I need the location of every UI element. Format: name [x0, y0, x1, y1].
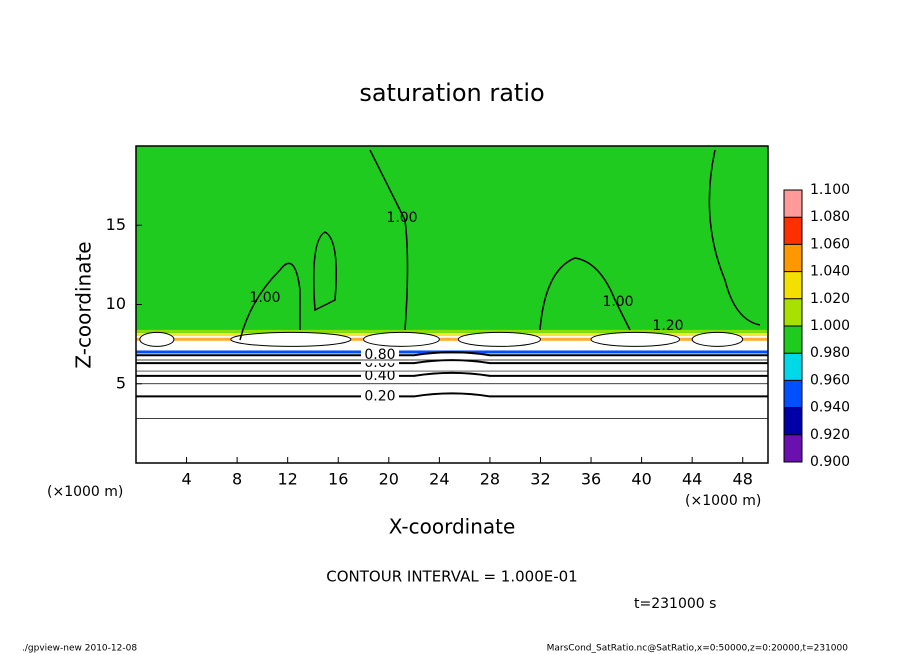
- footer-right: MarsCond_SatRatio.nc@SatRatio,x=0:50000,…: [547, 644, 849, 654]
- contour-label: 0.80: [364, 347, 395, 363]
- label-bg: [360, 367, 399, 384]
- x-tick-label: 4: [181, 470, 191, 489]
- colorbar-box: [784, 217, 802, 245]
- x-tick-label: 44: [682, 470, 702, 489]
- saturated-region: [136, 146, 768, 334]
- colorbar-label: 0.960: [810, 372, 850, 388]
- label-bg: [360, 388, 399, 405]
- colorbar-box: [784, 326, 802, 354]
- time-label: t=231000 s: [634, 596, 716, 612]
- colorbar-label: 1.080: [810, 209, 850, 225]
- cloud: [139, 331, 175, 347]
- colorbar-box: [784, 353, 802, 381]
- colorbar-label: 1.000: [810, 318, 850, 334]
- contour-label: 1.00: [386, 210, 417, 226]
- contour-label: 0.40: [364, 368, 395, 384]
- label-bg: [360, 347, 399, 364]
- colorbar-box: [784, 190, 802, 218]
- chart-title: saturation ratio: [359, 79, 544, 107]
- colorbar-label: 0.920: [810, 427, 850, 443]
- x-tick-label: 40: [631, 470, 651, 489]
- contour-label: 1.00: [249, 290, 280, 306]
- contour-line: [539, 257, 631, 331]
- colorbar-label: 1.060: [810, 236, 850, 252]
- field: 1.001.001.001.200.200.400.600.80: [136, 146, 768, 419]
- contour-line: [313, 231, 337, 312]
- x-tick-label: 36: [581, 470, 601, 489]
- contour-line: [136, 359, 768, 365]
- colorbar-box: [784, 407, 802, 435]
- cloud: [457, 331, 541, 347]
- cloud: [363, 331, 440, 347]
- colorbar-label: 0.940: [810, 400, 850, 416]
- y-tick-label: 10: [106, 294, 126, 313]
- colorbar-box: [784, 244, 802, 272]
- x-tick-label: 8: [232, 470, 242, 489]
- contour-line: [239, 262, 301, 341]
- colorbar-box: [784, 271, 802, 299]
- colorbar-label: 1.020: [810, 291, 850, 307]
- x-tick-label: 28: [480, 470, 500, 489]
- x-unit: (×1000 m): [685, 493, 761, 509]
- y-tick-label: 5: [116, 373, 126, 392]
- y-axis-label: Z-coordinate: [72, 241, 96, 368]
- cloud-edge: [136, 333, 768, 337]
- contour-interval: CONTOUR INTERVAL = 1.000E-01: [326, 568, 577, 586]
- x-axis-label: X-coordinate: [389, 515, 516, 539]
- x-tick-label: 24: [429, 470, 449, 489]
- contour-line: [708, 149, 761, 326]
- colorbar-label: 0.900: [810, 454, 850, 470]
- contour-line: [136, 351, 768, 357]
- colorbar-label: 1.100: [810, 182, 850, 198]
- x-tick-label: 12: [278, 470, 298, 489]
- footer-left: ./gpview-new 2010-12-08: [22, 644, 137, 654]
- cloud: [230, 331, 352, 347]
- x-tick-label: 32: [530, 470, 550, 489]
- x-tick-label: 16: [328, 470, 348, 489]
- contour-line: [369, 149, 409, 331]
- x-tick-label: 20: [379, 470, 399, 489]
- cloud-edge: [136, 337, 768, 341]
- colorbar-box: [784, 380, 802, 408]
- contour-label: 1.20: [652, 318, 683, 334]
- cloud: [590, 331, 681, 347]
- colorbar-label: 0.980: [810, 345, 850, 361]
- colorbar-label: 1.040: [810, 264, 850, 280]
- contour-label: 0.20: [364, 388, 395, 404]
- contour-label: 1.00: [602, 294, 633, 310]
- cloud-edge: [136, 329, 768, 333]
- colorbar-box: [784, 434, 802, 462]
- x-unit: (×1000 m): [47, 484, 123, 500]
- contour-line: [136, 371, 768, 377]
- colorbar-box: [784, 298, 802, 326]
- x-tick-label: 48: [733, 470, 753, 489]
- contour-line: [136, 392, 768, 398]
- cloud: [691, 331, 744, 347]
- y-tick-label: 15: [106, 215, 126, 234]
